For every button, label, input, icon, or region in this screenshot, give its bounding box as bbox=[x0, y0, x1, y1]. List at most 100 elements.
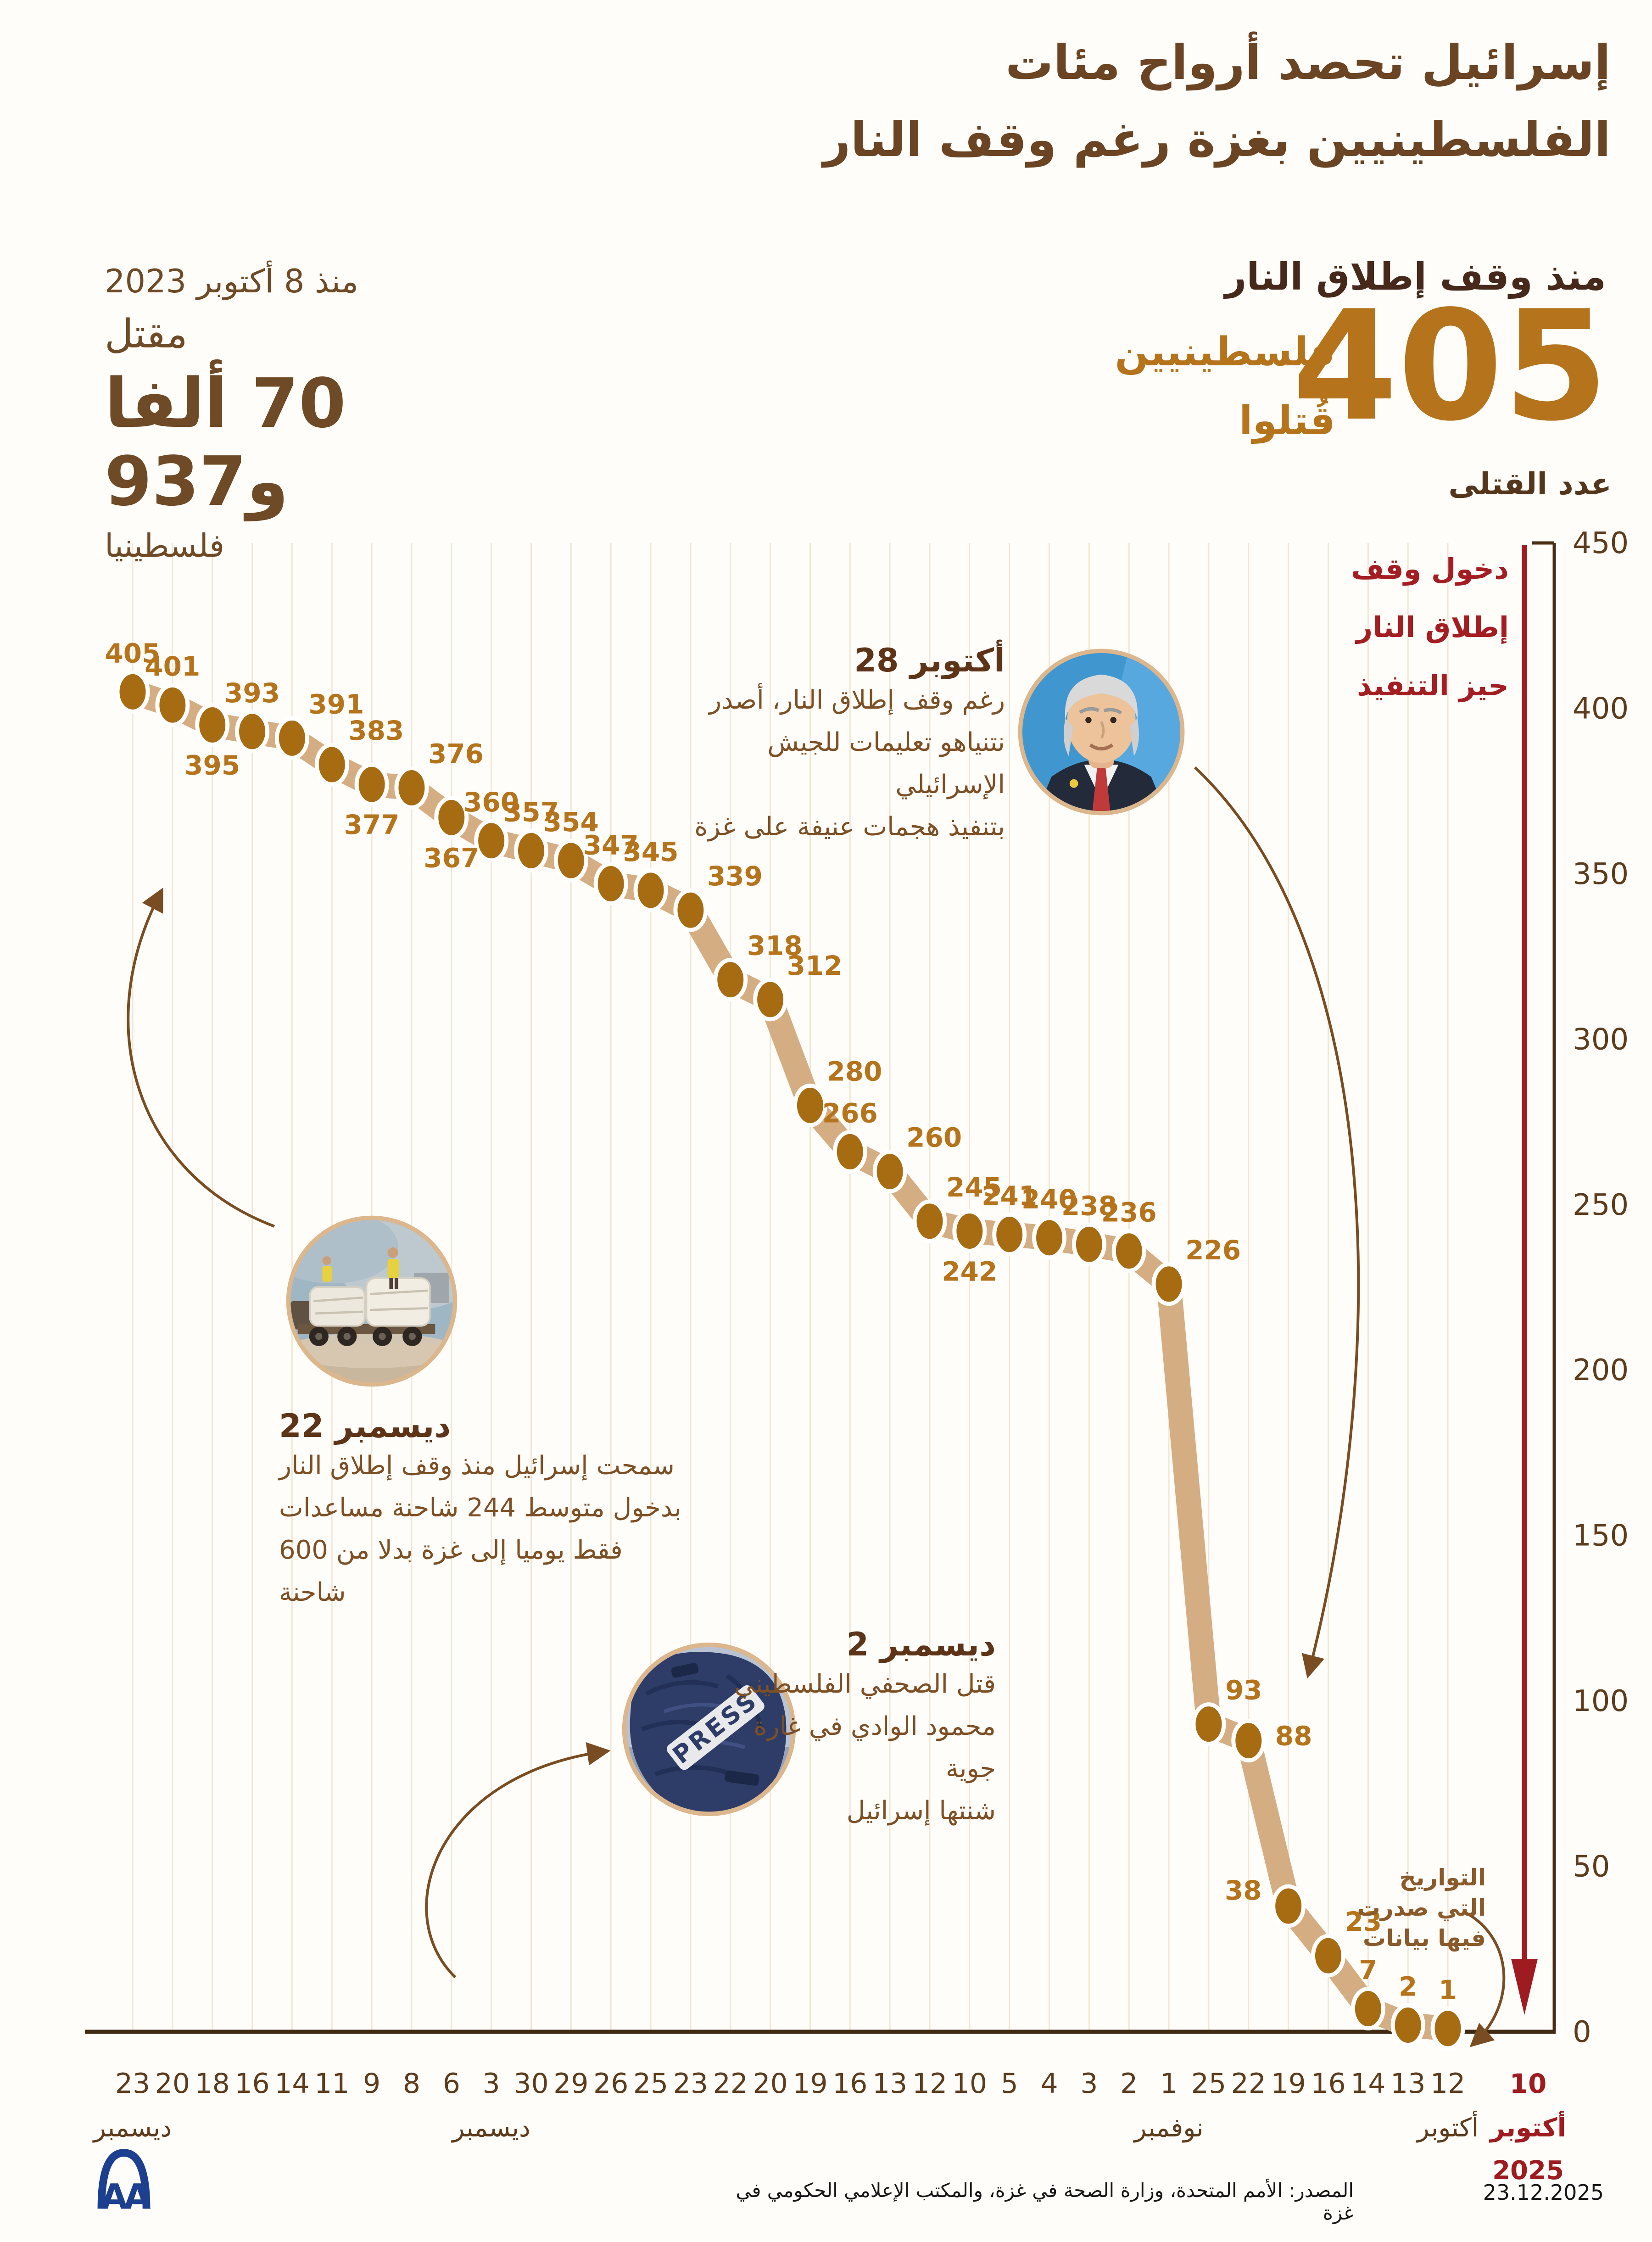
y-tick-label: 200 bbox=[1573, 1353, 1629, 1387]
x-tick-label: 1 bbox=[1160, 2068, 1178, 2100]
value-label: 339 bbox=[707, 861, 763, 892]
value-label: 383 bbox=[348, 715, 404, 746]
x-tick-label: 4 bbox=[1040, 2068, 1058, 2100]
x-tick-label: 14 bbox=[274, 2068, 309, 2100]
y-tick-label: 450 bbox=[1573, 526, 1629, 560]
data-point-dot bbox=[1271, 1884, 1306, 1928]
data-point-dot bbox=[1390, 2003, 1425, 2047]
data-point-dot bbox=[793, 1084, 827, 1128]
x-tick-label: 16 bbox=[1311, 2068, 1345, 2100]
x-tick-label: 2 bbox=[1120, 2068, 1138, 2100]
netanyahu-portrait bbox=[1022, 653, 1181, 811]
x-tick-label: 13 bbox=[872, 2068, 907, 2100]
netanyahu-photo bbox=[1018, 649, 1185, 816]
ceasefire-note-line3: حيز التنفيذ bbox=[1356, 669, 1509, 702]
y-tick-label: 0 bbox=[1573, 2015, 1591, 2049]
ceasefire-stat-number: 405 bbox=[1292, 278, 1608, 454]
data-point-dot bbox=[992, 1213, 1027, 1257]
annotation-journalist-line2: محمود الوادي في غارة جوية bbox=[753, 1711, 996, 1784]
x-tick-label: 5 bbox=[1001, 2068, 1018, 2100]
x-tick-label: 13 bbox=[1390, 2068, 1425, 2100]
ceasefire-stat-label-line2: قُتلوا bbox=[1239, 398, 1335, 444]
data-point-dot bbox=[394, 766, 429, 810]
annotation-netanyahu-line2: نتنياهو تعليمات للجيش الإسرائيلي bbox=[767, 727, 1005, 800]
data-point-dot bbox=[553, 839, 588, 883]
x-tick-label: 8 bbox=[403, 2068, 420, 2100]
ceasefire-note-line1: دخول وقف bbox=[1351, 552, 1509, 586]
anadolu-logo-text: AA bbox=[101, 2176, 151, 2211]
data-point-dot bbox=[434, 795, 469, 839]
ceasefire-note-line2: إطلاق النار bbox=[1356, 610, 1509, 644]
value-label: 345 bbox=[623, 836, 679, 867]
data-point-dot bbox=[314, 743, 349, 787]
data-point-dot bbox=[952, 1209, 987, 1253]
data-point-dot bbox=[673, 888, 708, 932]
x-tick-label: 18 bbox=[195, 2068, 230, 2100]
anadolu-agency-logo: AA bbox=[97, 2149, 155, 2211]
value-label: 266 bbox=[822, 1097, 878, 1129]
dates-note-line2: التي صدرت bbox=[1357, 1895, 1486, 1921]
value-label: 391 bbox=[308, 688, 364, 720]
data-point-dot bbox=[593, 862, 628, 906]
annotation-trucks-line3: فقط يوميا إلى غزة بدلا من 600 شاحنة bbox=[279, 1535, 623, 1607]
data-band bbox=[120, 679, 1461, 2041]
ceasefire-stat-heading: منذ وقف إطلاق النار bbox=[1225, 255, 1606, 299]
value-label: 242 bbox=[942, 1256, 997, 1287]
data-point-dot bbox=[1351, 1987, 1385, 2031]
data-point-dot bbox=[713, 958, 748, 1002]
red-date-month: أكتوبر bbox=[1489, 2111, 1566, 2143]
x-tick-label: 11 bbox=[314, 2068, 349, 2100]
x-tick-label: 25 bbox=[1191, 2068, 1226, 2100]
x-tick-label: 22 bbox=[713, 2068, 748, 2100]
annotation-netanyahu-line3: بتنفيذ هجمات عنيفة على غزة bbox=[694, 812, 1005, 842]
annotation-journalist-line3: شنتها إسرائيل bbox=[846, 1796, 996, 1826]
total-stat-number: 70 ألفا و937 bbox=[105, 364, 346, 521]
data-point-dot bbox=[1430, 2007, 1465, 2051]
y-tick-label: 300 bbox=[1573, 1023, 1629, 1057]
value-label: 7 bbox=[1359, 1955, 1377, 1986]
value-label: 260 bbox=[906, 1122, 962, 1153]
y-tick-label: 100 bbox=[1573, 1684, 1629, 1718]
total-deaths-stat: منذ 8 أكتوبر 2023 مقتل 70 ألفا و937 فلسط… bbox=[105, 263, 518, 565]
value-label: 393 bbox=[224, 677, 280, 709]
x-month-label: ديسمبر bbox=[92, 2113, 172, 2143]
page-title: إسرائيل تحصد أرواح مئات الفلسطينيين بغزة… bbox=[509, 24, 1611, 178]
value-label: 88 bbox=[1275, 1721, 1312, 1752]
x-tick-label: 23 bbox=[673, 2068, 708, 2100]
data-point-dot bbox=[1231, 1719, 1266, 1763]
publication-date: 23.12.2025 bbox=[1483, 2180, 1604, 2205]
value-label: 354 bbox=[543, 806, 599, 838]
page-title-line2: الفلسطينيين بغزة رغم وقف النار bbox=[823, 112, 1611, 168]
annotation-netanyahu-date: 28 أكتوبر bbox=[854, 642, 1005, 679]
x-month-label: ديسمبر bbox=[451, 2113, 530, 2143]
data-point-dot bbox=[1191, 1702, 1226, 1746]
y-tick-label: 250 bbox=[1573, 1188, 1629, 1222]
y-tick-label: 400 bbox=[1573, 692, 1629, 726]
truck-to-peak-arrow bbox=[127, 887, 275, 1228]
total-stat-since: منذ 8 أكتوبر 2023 bbox=[105, 263, 358, 300]
annotation-journalist-line1: قتل الصحفي الفلسطيني bbox=[734, 1669, 996, 1699]
data-point-dot bbox=[872, 1150, 907, 1194]
x-tick-label: 20 bbox=[155, 2068, 190, 2100]
data-point-dot bbox=[753, 978, 788, 1022]
y-tick-label: 350 bbox=[1573, 857, 1629, 891]
red-date-day: 10 bbox=[1510, 2068, 1547, 2099]
annotation-trucks-line2: بدخول متوسط 244 شاحنة مساعدات bbox=[279, 1493, 681, 1523]
data-point-dot bbox=[912, 1199, 947, 1243]
data-point-dot bbox=[1072, 1222, 1106, 1266]
value-label: 93 bbox=[1225, 1675, 1262, 1706]
value-label: 395 bbox=[184, 749, 240, 781]
y-tick-label: 50 bbox=[1573, 1850, 1610, 1884]
ceasefire-stat-label: فلسطينيين قُتلوا bbox=[1005, 318, 1335, 455]
y-tick-label: 150 bbox=[1573, 1519, 1629, 1553]
x-tick-label: 12 bbox=[1430, 2068, 1465, 2100]
value-label: 360 bbox=[463, 787, 519, 818]
dates-note: التواريخ التي صدرت فيها بيانات bbox=[1293, 1862, 1486, 1953]
value-label: 357 bbox=[503, 796, 559, 827]
value-label: 241 bbox=[982, 1180, 1037, 1212]
x-tick-label: 3 bbox=[1080, 2068, 1098, 2100]
data-point-dot bbox=[195, 703, 230, 747]
total-stat-unit: فلسطينيا bbox=[105, 527, 225, 565]
annotation-netanyahu-line1: رغم وقف إطلاق النار، أصدر bbox=[709, 685, 1005, 715]
